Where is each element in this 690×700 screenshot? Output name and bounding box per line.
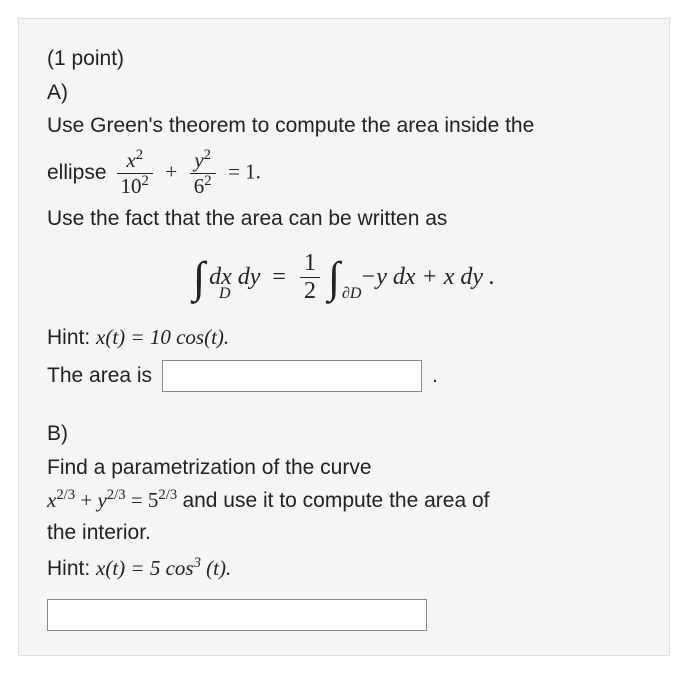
- part-a-answer-input[interactable]: [162, 360, 422, 392]
- area-label: The area is: [47, 364, 152, 388]
- part-b-label: B): [47, 418, 641, 450]
- interior-line: the interior.: [47, 517, 641, 549]
- rhs-integrand: −y dx + x dy .: [360, 264, 495, 291]
- part-b-instruction: Find a parametrization of the curve: [47, 452, 641, 484]
- part-a-label: A): [47, 77, 641, 109]
- greens-integral: ∫∫D dx dy = 1 2 ∫∂D −y dx + x dy .: [47, 250, 641, 305]
- hint-a-math: x(t) = 10 cos(t).: [96, 325, 229, 349]
- problem-card: (1 point) A) Use Green's theorem to comp…: [18, 18, 670, 656]
- ellipse-equation: x2 102 + y2 62 = 1.: [115, 148, 261, 199]
- trailing-period: .: [432, 364, 438, 388]
- hint-b-math: x(t) = 5 cos3 (t).: [96, 556, 231, 580]
- ellipse-equation-line: ellipse x2 102 + y2 62 = 1.: [47, 148, 641, 199]
- part-b-hint: Hint: x(t) = 5 cos3 (t).: [47, 556, 641, 581]
- ellipse-word: ellipse: [47, 161, 107, 185]
- part-a-instruction: Use Green's theorem to compute the area …: [47, 110, 641, 142]
- part-a-hint: Hint: x(t) = 10 cos(t).: [47, 325, 641, 350]
- lhs-differential: dx dy: [209, 264, 260, 291]
- points-label: (1 point): [47, 43, 641, 75]
- one-half: 1 2: [300, 250, 320, 305]
- astroid-equation: x2/3 + y2/3 = 52/3: [47, 488, 182, 512]
- boundary-integral-symbol: ∫∂D: [328, 260, 340, 295]
- part-b-curve-line: x2/3 + y2/3 = 52/3 and use it to compute…: [47, 485, 641, 517]
- frac-x: x2 102: [117, 148, 153, 199]
- part-b-answer-input[interactable]: [47, 599, 427, 631]
- frac-y: y2 62: [190, 148, 216, 199]
- fact-line: Use the fact that the area can be writte…: [47, 203, 641, 235]
- part-a-answer-row: The area is .: [47, 360, 641, 392]
